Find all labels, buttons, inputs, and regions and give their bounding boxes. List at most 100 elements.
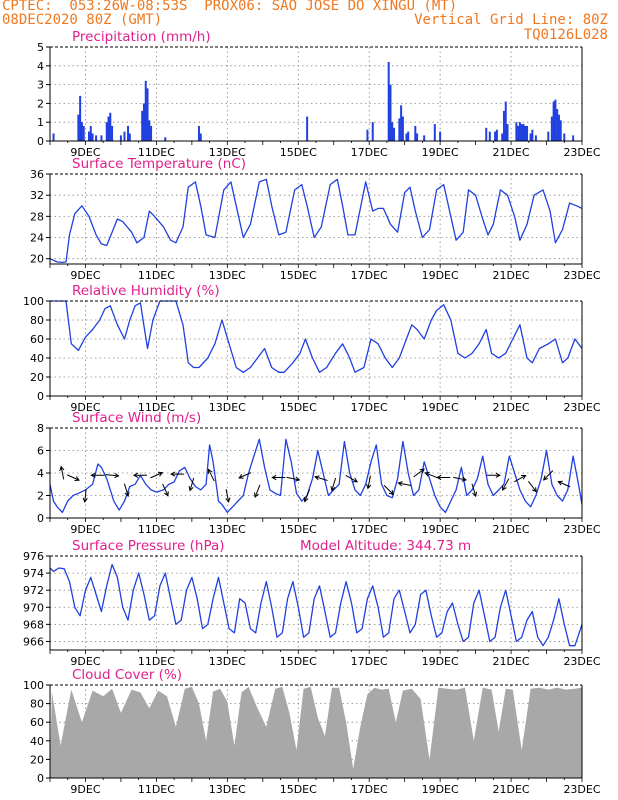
precip-bar xyxy=(494,131,497,141)
precip-bar xyxy=(433,124,436,141)
wind-arrowhead xyxy=(303,497,309,503)
precip-bar xyxy=(439,131,442,141)
wind-arrowhead xyxy=(436,474,442,481)
precip-bar xyxy=(416,133,419,141)
precip-bar xyxy=(547,131,550,141)
wind-line xyxy=(49,438,583,514)
wind-arrowhead xyxy=(472,491,478,498)
wind-arrow xyxy=(208,469,215,482)
precip-bar xyxy=(80,122,83,141)
precip-bar xyxy=(501,133,504,141)
precip-bar xyxy=(306,116,309,141)
y-tick-label: 4 xyxy=(37,60,44,73)
x-tick-label: 11DEC xyxy=(138,269,175,282)
precip-bar xyxy=(506,124,509,141)
precip-bar xyxy=(387,62,390,141)
wind-arrowhead xyxy=(502,485,507,491)
wind-arrowhead xyxy=(82,497,88,504)
wind-arrow xyxy=(543,470,554,481)
precip-bar xyxy=(554,99,557,141)
wind-arrow xyxy=(528,480,537,493)
wind-arrowhead xyxy=(352,477,359,483)
precip-bar xyxy=(52,133,55,141)
x-tick-label: 11DEC xyxy=(138,655,175,668)
x-tick-label: 13DEC xyxy=(209,401,246,414)
precip-bar xyxy=(146,88,149,141)
precip-bar xyxy=(366,129,369,141)
y-tick-label: 4 xyxy=(37,467,44,480)
precip-bar xyxy=(405,133,408,141)
precip-bar xyxy=(111,125,114,141)
x-tick-label: 15DEC xyxy=(280,523,317,536)
x-tick-label: 23DEC xyxy=(563,401,600,414)
wind-arrow xyxy=(453,476,467,481)
pressure-subtitle: Model Altitude: 344.73 m xyxy=(300,538,471,554)
precip-bar xyxy=(89,125,92,141)
x-tick-label: 21DEC xyxy=(493,783,530,796)
x-tick-label: 9DEC xyxy=(70,783,100,796)
x-tick-label: 17DEC xyxy=(351,401,388,414)
wind-arrowhead xyxy=(238,474,244,479)
precip-bar xyxy=(79,95,82,141)
y-tick-label: 36 xyxy=(30,168,44,181)
cloud-title: Cloud Cover (%) xyxy=(72,667,182,683)
wind-arrowhead xyxy=(495,472,501,478)
y-tick-label: 0 xyxy=(37,135,44,148)
wind-arrowhead xyxy=(271,474,277,481)
y-tick-label: 0 xyxy=(37,390,44,403)
wind-arrowhead xyxy=(157,471,164,477)
wind-arrow xyxy=(162,483,169,497)
precip-bar xyxy=(95,135,98,141)
y-tick-label: 0 xyxy=(37,512,44,525)
precip-title: Precipitation (mm/h) xyxy=(72,29,211,45)
precip-bar xyxy=(557,114,560,141)
precip-bar xyxy=(522,124,525,141)
wind-arrowhead xyxy=(461,476,468,482)
y-tick-label: 32 xyxy=(30,189,44,202)
wind-arrowhead xyxy=(542,475,549,481)
x-tick-label: 19DEC xyxy=(422,655,459,668)
precip-bar xyxy=(526,125,529,141)
precip-bar xyxy=(150,125,153,141)
wind-arrowhead xyxy=(124,491,130,498)
y-tick-label: 5 xyxy=(37,41,44,54)
y-tick-label: 28 xyxy=(30,210,44,223)
precip-bar xyxy=(391,122,394,141)
wind-arrowhead xyxy=(366,483,372,490)
precip-bar xyxy=(199,133,202,141)
precip-bar xyxy=(389,84,392,141)
y-tick-label: 100 xyxy=(23,295,44,308)
x-tick-label: 9DEC xyxy=(70,523,100,536)
y-tick-label: 20 xyxy=(30,371,44,384)
precip-bar xyxy=(556,109,559,141)
wind-arrow xyxy=(502,478,510,491)
precip-bar xyxy=(164,137,167,141)
precip-bar xyxy=(105,122,108,141)
precip-bar xyxy=(148,120,151,141)
precip-bar xyxy=(414,125,417,141)
precip-bar xyxy=(515,122,518,141)
wind-arrowhead xyxy=(90,472,96,478)
y-tick-label: 40 xyxy=(30,735,44,748)
precip-bar xyxy=(495,129,498,141)
wind-arrowhead xyxy=(254,492,259,499)
precip-bar xyxy=(123,131,126,141)
wind-title: Surface Wind (m/s) xyxy=(72,410,201,426)
y-tick-label: 976 xyxy=(23,550,44,563)
precip-bar xyxy=(520,124,523,141)
x-tick-label: 13DEC xyxy=(209,269,246,282)
x-tick-label: 21DEC xyxy=(493,269,530,282)
y-tick-label: 80 xyxy=(30,698,44,711)
wind-arrow xyxy=(254,484,261,498)
x-tick-label: 11DEC xyxy=(138,401,175,414)
precip-bar xyxy=(371,122,374,141)
precip-bar xyxy=(109,112,112,141)
wind-arrow xyxy=(398,482,412,487)
x-tick-label: 23DEC xyxy=(563,269,600,282)
x-tick-label: 23DEC xyxy=(563,655,600,668)
precip-bar xyxy=(144,80,147,141)
precip-bar xyxy=(401,116,404,141)
wind-arrow xyxy=(413,468,425,478)
precip-bar xyxy=(398,118,401,141)
x-tick-label: 23DEC xyxy=(563,146,600,159)
